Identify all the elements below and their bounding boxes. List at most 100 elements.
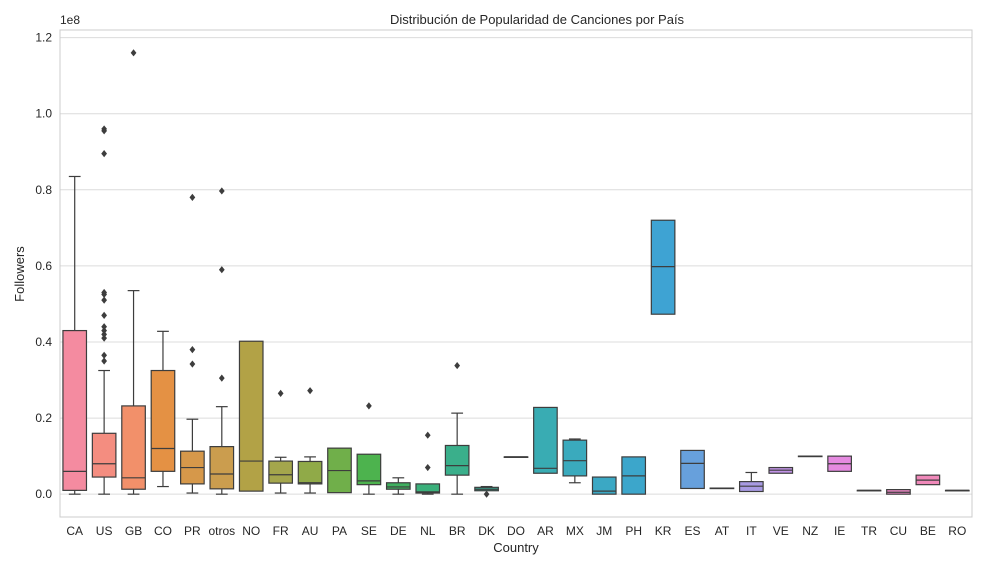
outlier-point (101, 288, 108, 297)
box-body (356, 453, 382, 486)
x-tick-label: FR (273, 524, 289, 538)
outlier-point (101, 326, 108, 335)
box-au (297, 387, 323, 494)
y-axis-scale-label: 1e8 (60, 13, 80, 27)
box-body (533, 406, 558, 474)
box-pa (327, 447, 352, 494)
axis-layer: 0.0 0.2 0.4 0.6 0.8 1.0 1.2 CA US GB CO PR otros NO FR… (35, 29, 973, 538)
box-no (238, 340, 264, 492)
y-tick-label: 0.2 (35, 411, 52, 425)
plot-frame (59, 29, 973, 518)
outlier-point (101, 296, 108, 304)
box-nz (797, 455, 823, 458)
box-otros (209, 187, 235, 495)
box-at (709, 487, 735, 490)
box-cu (886, 489, 911, 495)
box-body (62, 329, 88, 491)
x-tick-label: CA (66, 524, 83, 538)
box-ph (621, 456, 647, 495)
x-tick-label: KR (655, 524, 672, 538)
box-it (738, 471, 764, 493)
x-axis-title: Country (493, 540, 539, 555)
box-fr (268, 389, 294, 494)
x-tick-label: IE (834, 524, 845, 538)
outlier-point (218, 374, 225, 382)
outlier-point (189, 345, 196, 354)
box-body (680, 449, 705, 490)
box-tr (856, 489, 882, 492)
x-tick-label: AU (302, 524, 319, 538)
grid-layer (60, 30, 972, 517)
box-ca (62, 175, 88, 495)
x-tick-label: MX (566, 524, 584, 538)
outlier-point (101, 323, 108, 331)
box-body (150, 369, 176, 472)
x-tick-label: PH (625, 524, 642, 538)
box-body (591, 476, 617, 495)
box-us (91, 125, 117, 495)
outlier-point (189, 360, 196, 368)
outlier-point (483, 490, 490, 498)
outlier-point (307, 387, 313, 395)
box-ve (768, 466, 794, 474)
x-tick-label: ES (685, 524, 701, 538)
plot-background (60, 30, 972, 517)
outlier-point (218, 266, 225, 274)
x-tick-label: AT (715, 524, 730, 538)
box-es (680, 449, 705, 490)
outlier-point (101, 357, 108, 365)
x-tick-label: NO (242, 524, 260, 538)
y-tick-label: 0.8 (35, 183, 52, 197)
box-se (356, 402, 382, 495)
box-body (562, 439, 588, 477)
x-tick-label: PA (332, 524, 347, 538)
box-body (91, 432, 117, 478)
x-tick-label: RO (948, 524, 966, 538)
x-tick-label: DE (390, 524, 407, 538)
outlier-point (101, 351, 108, 359)
x-tick-label: GB (125, 524, 142, 538)
x-tick-label: DO (507, 524, 525, 538)
outlier-point (101, 330, 108, 338)
chart-title: Distribución de Popularidad de Canciones… (390, 12, 685, 27)
box-de (385, 477, 411, 495)
x-tick-label: DK (478, 524, 495, 538)
box-ro (944, 489, 970, 492)
box-do (503, 456, 529, 458)
box-body (268, 460, 294, 484)
y-tick-label: 0.6 (35, 259, 52, 273)
x-tick-label: NZ (802, 524, 818, 538)
box-kr (650, 219, 676, 315)
box-body (238, 340, 264, 492)
x-tick-label: JM (596, 524, 612, 538)
box-jm (591, 476, 617, 495)
outlier-point (218, 187, 225, 195)
box-nl (415, 431, 441, 495)
outlier-point (101, 334, 108, 342)
outlier-point (366, 402, 372, 410)
x-tick-label: IT (746, 524, 757, 538)
outlier-point (130, 49, 137, 57)
x-tick-label: VE (773, 524, 789, 538)
box-ie (827, 455, 852, 472)
box-ar (533, 406, 558, 474)
box-body (444, 444, 470, 476)
x-tick-label: SE (361, 524, 377, 538)
plot-layer (62, 49, 970, 498)
x-tick-label: CO (154, 524, 172, 538)
outlier-point (424, 463, 431, 472)
x-tick-label: US (96, 524, 113, 538)
outlier-point (424, 431, 431, 439)
x-tick-label: BE (920, 524, 936, 538)
x-tick-label: AR (537, 524, 554, 538)
x-tick-label: NL (420, 524, 436, 538)
box-dk (474, 485, 499, 498)
outlier-point (189, 193, 196, 202)
y-tick-label: 1.0 (35, 107, 52, 121)
x-tick-label: BR (449, 524, 466, 538)
box-mx (562, 438, 588, 484)
x-tick-label: CU (890, 524, 907, 538)
box-gb (121, 49, 146, 495)
